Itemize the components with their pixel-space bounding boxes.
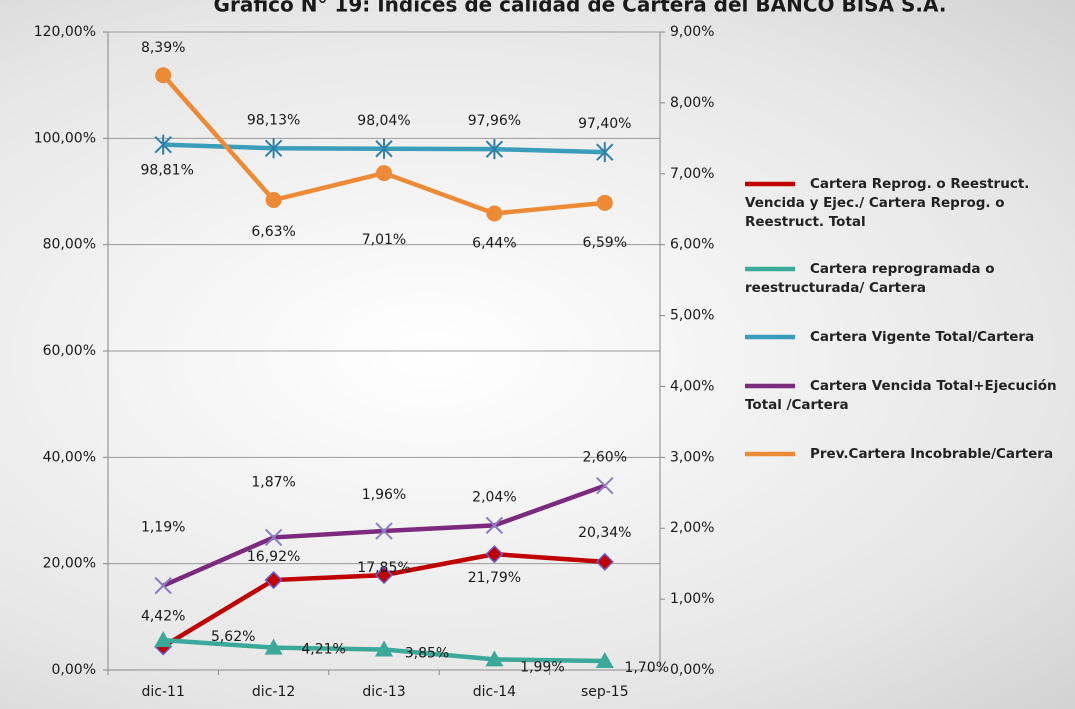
y2-tick-label: 5,00% [670,308,714,324]
legend-label: Cartera Reprog. o Reestruct. Vencida y E… [745,176,1030,230]
marker [596,476,614,495]
x-tick-label: dic-11 [142,684,185,700]
marker [374,566,394,585]
legend-label: Prev.Cartera Incobrable/Cartera [810,446,1054,462]
marker [485,545,504,564]
legend-entry: Cartera Reprog. o Reestruct. Vencida y E… [745,175,1075,232]
data-label: 1,19% [141,520,185,536]
marker [595,651,614,668]
data-label: 97,96% [468,113,521,129]
marker [485,516,504,535]
x-tick-label: dic-14 [473,684,516,700]
marker [486,205,503,222]
y2-tick-label: 2,00% [670,520,714,536]
legend-swatch [745,334,795,340]
marker [265,192,282,209]
legend-swatch [745,181,795,187]
data-label: 3,85% [405,646,449,662]
data-label: 5,62% [211,629,255,645]
data-label: 4,21% [301,642,345,658]
data-label: 98,04% [357,113,410,129]
y2-tick-label: 8,00% [670,95,714,111]
x-tick-label: dic-13 [362,684,405,700]
y-tick-label: 100,00% [34,130,96,146]
data-label: 2,04% [472,489,516,505]
marker [595,552,614,571]
data-label: 98,81% [141,163,194,179]
data-label: 21,79% [468,570,521,586]
y2-tick-label: 1,00% [670,591,714,607]
data-label: 6,63% [251,224,295,240]
legend-swatch [745,451,795,457]
marker [264,528,283,547]
marker [154,631,173,648]
y-tick-label: 20,00% [43,556,96,572]
marker [375,522,393,540]
y2-tick-label: 0,00% [670,662,714,678]
y-tick-label: 60,00% [43,343,96,359]
marker [596,194,613,211]
marker [154,576,172,595]
data-label: 6,44% [472,235,516,251]
y2-tick-label: 4,00% [670,378,714,394]
data-label: 1,96% [362,487,406,503]
legend: Cartera Reprog. o Reestruct. Vencida y E… [745,175,1075,464]
data-label: 1,99% [520,659,564,675]
marker [596,142,614,163]
legend-entry: Cartera Vencida Total+Ejecución Total /C… [745,377,1075,415]
data-label: 97,40% [578,116,631,132]
x-tick-label: dic-12 [252,684,295,700]
y-tick-label: 80,00% [43,237,96,253]
y2-tick-label: 9,00% [670,24,714,40]
legend-swatch [745,266,795,272]
chart-title: Gráfico N° 19: Índices de calidad de Car… [214,0,947,17]
y-tick-label: 40,00% [43,449,96,465]
y-tick-label: 120,00% [34,24,96,40]
legend-label: Cartera reprogramada o reestructurada/ C… [745,261,995,296]
legend-swatch [745,383,795,389]
legend-label: Cartera Vencida Total+Ejecución Total /C… [745,378,1057,413]
marker [155,67,172,84]
marker [264,638,283,655]
data-label: 6,59% [583,235,627,251]
data-label: 20,34% [578,525,631,541]
legend-entry: Cartera reprogramada o reestructurada/ C… [745,260,1075,298]
legend-label: Cartera Vigente Total/Cartera [810,329,1035,345]
data-label: 1,70% [625,660,669,676]
y2-tick-label: 6,00% [670,237,714,253]
data-label: 98,13% [247,112,300,128]
marker [485,139,504,160]
marker [376,165,392,182]
data-label: 2,60% [583,450,627,466]
marker [264,570,283,590]
data-label: 4,42% [141,609,185,625]
legend-entry: Prev.Cartera Incobrable/Cartera [745,445,1075,464]
data-label: 17,85% [357,560,410,576]
marker [154,134,172,155]
data-label: 8,39% [141,40,185,56]
x-tick-label: sep-15 [581,684,629,700]
data-label: 1,87% [251,474,295,490]
data-label: 7,01% [362,232,406,248]
data-label: 16,92% [247,549,300,565]
marker [375,138,393,159]
y-tick-label: 0,00% [52,662,96,678]
legend-entry: Cartera Vigente Total/Cartera [745,328,1075,347]
marker [485,650,504,667]
y2-tick-label: 3,00% [670,449,714,465]
y2-tick-label: 7,00% [670,166,714,182]
marker [375,640,393,657]
marker [264,138,283,159]
